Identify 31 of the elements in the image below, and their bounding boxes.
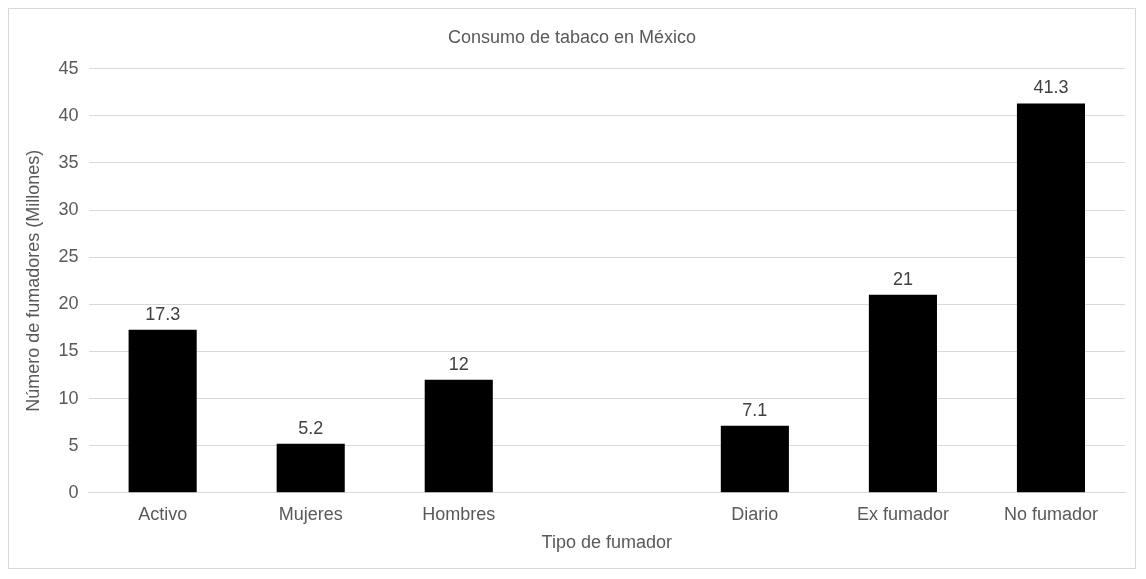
x-tick-label: Mujeres	[278, 503, 343, 524]
y-tick-label: 35	[58, 151, 79, 172]
data-label: 41.3	[1033, 77, 1069, 98]
y-tick-label: 25	[58, 246, 79, 267]
y-tick-label: 20	[58, 293, 79, 314]
data-label: 7.1	[742, 399, 768, 420]
y-axis-title: Número de fumadores (Millones)	[22, 149, 43, 412]
chart-title: Consumo de tabaco en México	[447, 26, 697, 47]
y-tick-label: 15	[58, 340, 79, 361]
bar	[424, 379, 493, 493]
x-tick-label: Diario	[731, 503, 779, 524]
data-label: 5.2	[298, 417, 324, 438]
data-label: 12	[448, 353, 469, 374]
bar	[1016, 103, 1086, 493]
data-label: 21	[892, 268, 913, 289]
y-tick-label: 45	[58, 57, 79, 78]
data-label: 17.3	[145, 303, 181, 324]
bar	[720, 425, 789, 493]
x-tick-label: Ex fumador	[856, 503, 949, 524]
y-tick-label: 40	[58, 104, 79, 125]
x-axis-title: Tipo de fumador	[541, 532, 673, 553]
x-tick-label: Activo	[138, 503, 188, 524]
bar	[128, 329, 197, 493]
y-tick-label: 30	[58, 198, 79, 219]
bar	[276, 443, 345, 493]
x-tick-label: Hombres	[422, 503, 496, 524]
x-tick-label: No fumador	[1003, 503, 1098, 524]
y-tick-label: 5	[68, 434, 79, 455]
y-tick-label: 10	[58, 387, 79, 408]
y-tick-label: 0	[68, 481, 79, 502]
bar	[868, 294, 937, 493]
